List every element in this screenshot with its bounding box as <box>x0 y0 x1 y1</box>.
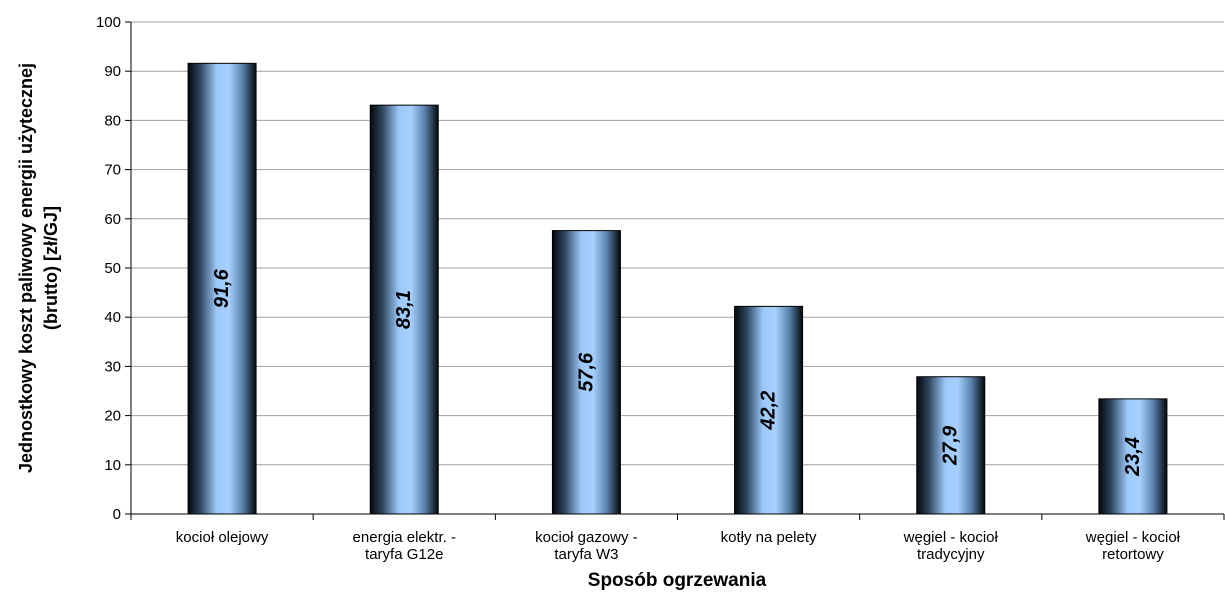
y-tick-label: 90 <box>104 63 121 80</box>
y-tick-label: 50 <box>104 260 121 277</box>
x-category-label: węgiel - kocioł <box>903 529 999 546</box>
x-category-label: kotły na pelety <box>721 529 817 546</box>
y-axis-title-line: (brutto) [zł/GJ] <box>41 206 61 330</box>
y-tick-label: 30 <box>104 358 121 375</box>
bar <box>916 376 986 515</box>
y-tick-label: 100 <box>96 14 121 31</box>
bar <box>734 305 804 515</box>
bar-value-label: 83,1 <box>393 290 415 329</box>
bar <box>369 104 439 515</box>
x-category-label: taryfa G12e <box>365 546 443 563</box>
y-axis-title: Jednostkowy koszt paliwowy energii użyte… <box>16 63 61 473</box>
bar-value-label: 57,6 <box>575 352 597 392</box>
y-axis-title-line: Jednostkowy koszt paliwowy energii użyte… <box>16 63 36 473</box>
y-tick-label: 10 <box>104 457 121 474</box>
x-axis-title: Sposób ogrzewania <box>588 570 767 591</box>
x-category-label: energia elektr. - <box>353 529 456 546</box>
y-tick-label: 60 <box>104 211 121 228</box>
x-category-label: taryfa W3 <box>554 546 618 563</box>
y-tick-label: 70 <box>104 162 121 179</box>
labels: 0 10 20 30 40 50 60 70 80 90 100 91,6 kocioł olejowy… <box>96 14 1181 563</box>
x-category-label: węgiel - kocioł <box>1085 529 1181 546</box>
x-category-label: kocioł olejowy <box>176 529 269 546</box>
bar-value-label: 91,6 <box>211 268 233 308</box>
bar-value-label: 23,4 <box>1122 437 1144 477</box>
y-tick-label: 20 <box>104 408 121 425</box>
y-tick-label: 0 <box>113 506 121 523</box>
bars <box>187 62 1168 515</box>
x-category-label: tradycyjny <box>917 546 985 563</box>
bar <box>187 62 257 515</box>
y-tick-label: 80 <box>104 112 121 129</box>
y-tick-label: 40 <box>104 309 121 326</box>
bar-value-label: 42,2 <box>758 391 780 431</box>
x-category-label: kocioł gazowy - <box>535 529 638 546</box>
bar <box>1098 398 1168 515</box>
axes <box>125 21 1225 520</box>
bar-value-label: 27,9 <box>940 425 962 466</box>
x-category-label: retortowy <box>1102 546 1164 563</box>
gridlines <box>131 21 1224 466</box>
